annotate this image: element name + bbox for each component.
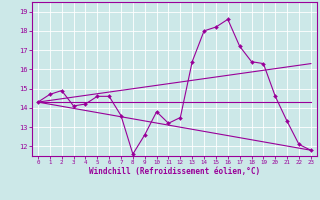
X-axis label: Windchill (Refroidissement éolien,°C): Windchill (Refroidissement éolien,°C) [89, 167, 260, 176]
